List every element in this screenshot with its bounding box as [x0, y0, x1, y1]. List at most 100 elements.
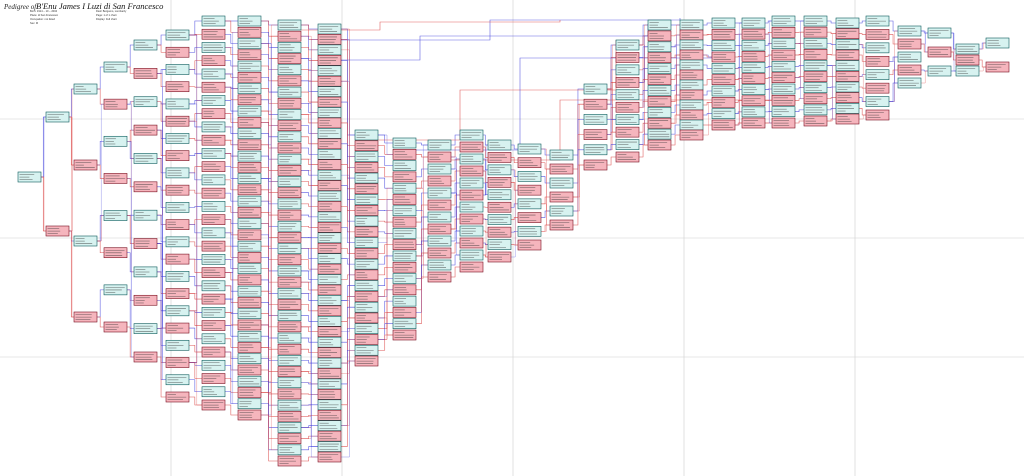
- lineage-link: [261, 347, 278, 395]
- male-person-box: [985, 37, 1010, 49]
- lineage-link: [671, 104, 680, 113]
- lineage-link: [378, 187, 393, 329]
- female-person-box: [897, 64, 922, 76]
- lineage-link: [827, 33, 836, 55]
- lineage-link: [341, 350, 355, 426]
- female-person-box: [354, 355, 379, 367]
- lineage-link: [341, 317, 355, 364]
- lineage-link: [97, 215, 104, 242]
- female-person-box: [354, 248, 379, 259]
- male-person-box: [865, 42, 890, 54]
- female-person-box: [237, 26, 262, 38]
- male-person-box: [73, 235, 98, 247]
- lineage-link: [639, 111, 648, 120]
- lineage-link: [301, 337, 318, 374]
- female-person-box: [803, 49, 828, 60]
- lineage-link: [261, 178, 278, 205]
- lineage-link: [416, 252, 428, 279]
- lineage-link: [451, 146, 460, 158]
- person-box-frame: [317, 180, 342, 191]
- lineage-link: [416, 240, 428, 279]
- lineage-link: [795, 120, 804, 124]
- lineage-link: [301, 91, 318, 103]
- meta-line: Place: di San Francesco: [30, 14, 59, 17]
- lineage-link: [225, 88, 238, 141]
- male-person-box: [835, 60, 860, 71]
- male-person-box: [487, 139, 512, 151]
- female-person-box: [277, 30, 302, 42]
- lineage-link: [827, 20, 836, 24]
- lineage-link: [416, 154, 428, 158]
- male-person-box: [277, 64, 302, 76]
- lineage-link: [827, 65, 836, 120]
- female-person-box: [354, 334, 379, 345]
- person-box-frame: [277, 75, 302, 87]
- lineage-link: [671, 94, 680, 102]
- lineage-link: [261, 178, 278, 227]
- lineage-link: [301, 435, 318, 439]
- lineage-link: [859, 54, 866, 62]
- lineage-link: [541, 224, 550, 232]
- female-person-box: [771, 27, 796, 38]
- lineage-link: [607, 106, 616, 135]
- lineage-link: [671, 57, 680, 116]
- lineage-link: [378, 289, 393, 297]
- lineage-link: [921, 43, 928, 53]
- male-person-box: [803, 37, 828, 49]
- female-person-box: [427, 175, 452, 187]
- lineage-link: [69, 164, 74, 232]
- lineage-link: [225, 33, 238, 44]
- lineage-link: [301, 268, 318, 428]
- lineage-link: [378, 323, 393, 340]
- lineage-link: [261, 189, 278, 451]
- male-person-box: [741, 84, 766, 95]
- lineage-link: [451, 170, 460, 182]
- female-person-box: [392, 194, 417, 205]
- lineage-link: [225, 298, 238, 314]
- female-person-box: [771, 49, 796, 61]
- lineage-link: [261, 58, 278, 348]
- lineage-link: [301, 102, 318, 113]
- female-person-box: [201, 267, 226, 278]
- male-person-box: [277, 109, 302, 120]
- lineage-link: [765, 20, 772, 24]
- female-person-box: [201, 81, 226, 93]
- male-person-box: [354, 344, 379, 356]
- lineage-link: [261, 110, 278, 126]
- lineage-link: [189, 166, 202, 174]
- meta-line: Born: 1914 – 10 – 2004: [30, 10, 58, 13]
- lineage-link: [671, 74, 680, 80]
- lineage-link: [703, 90, 712, 96]
- lineage-link: [607, 156, 616, 166]
- male-person-box: [237, 375, 262, 387]
- male-person-box: [392, 182, 417, 194]
- female-person-box: [317, 242, 342, 254]
- male-person-box: [354, 215, 379, 227]
- lineage-link: [127, 326, 134, 358]
- lineage-link: [301, 35, 318, 51]
- lineage-link: [301, 293, 318, 301]
- lineage-link: [301, 70, 318, 328]
- lineage-link: [261, 77, 278, 93]
- lineage-link: [639, 57, 648, 71]
- lineage-link: [189, 34, 202, 167]
- lineage-link: [97, 103, 104, 242]
- female-person-box: [73, 311, 98, 323]
- lineage-link: [301, 203, 318, 207]
- lineage-link: [261, 167, 278, 193]
- lineage-link: [261, 335, 278, 384]
- lineage-link: [951, 32, 956, 50]
- lineage-link: [416, 228, 428, 257]
- lineage-link: [157, 73, 166, 87]
- lineage-link: [859, 44, 866, 49]
- lineage-link: [157, 271, 166, 312]
- meta-line: Display: Full chart: [96, 18, 117, 21]
- lineage-link: [639, 68, 648, 83]
- lineage-link: [189, 293, 202, 340]
- lineage-link: [225, 139, 238, 146]
- lineage-link: [921, 30, 928, 34]
- lineage-link: [735, 89, 742, 92]
- lineage-link: [157, 69, 166, 74]
- female-person-box: [487, 177, 512, 188]
- male-person-box: [392, 250, 417, 262]
